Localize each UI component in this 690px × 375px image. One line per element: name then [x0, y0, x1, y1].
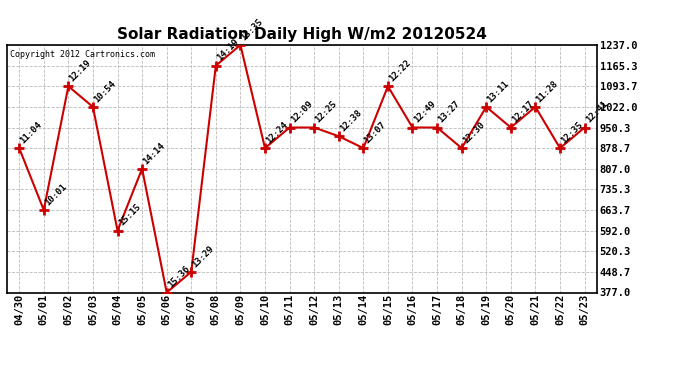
- Text: 13:11: 13:11: [486, 79, 511, 104]
- Text: 12:24: 12:24: [264, 120, 290, 146]
- Text: 10:01: 10:01: [43, 182, 68, 207]
- Text: Copyright 2012 Cartronics.com: Copyright 2012 Cartronics.com: [10, 50, 155, 59]
- Text: 10:54: 10:54: [92, 79, 117, 104]
- Text: 15:15: 15:15: [117, 202, 142, 228]
- Text: 15:36: 15:36: [166, 264, 191, 290]
- Text: 14:14: 14:14: [141, 141, 167, 166]
- Text: 12:35: 12:35: [559, 120, 584, 146]
- Text: 12:38: 12:38: [338, 108, 364, 134]
- Text: 13:29: 13:29: [190, 244, 216, 269]
- Text: 12:25: 12:25: [313, 99, 339, 125]
- Text: 12:30: 12:30: [461, 120, 486, 146]
- Text: 12:22: 12:22: [387, 58, 413, 84]
- Text: 13:27: 13:27: [436, 99, 462, 125]
- Text: 11:04: 11:04: [19, 120, 43, 146]
- Text: 13:07: 13:07: [362, 120, 388, 146]
- Text: 12:17: 12:17: [510, 99, 535, 125]
- Text: 12:09: 12:09: [289, 99, 314, 125]
- Text: 12:49: 12:49: [412, 99, 437, 125]
- Title: Solar Radiation Daily High W/m2 20120524: Solar Radiation Daily High W/m2 20120524: [117, 27, 487, 42]
- Text: 11:28: 11:28: [535, 79, 560, 104]
- Text: 12:41: 12:41: [584, 99, 609, 125]
- Text: 12:19: 12:19: [68, 58, 93, 84]
- Text: 14:19: 14:19: [215, 38, 240, 63]
- Text: 13:35: 13:35: [239, 17, 265, 42]
